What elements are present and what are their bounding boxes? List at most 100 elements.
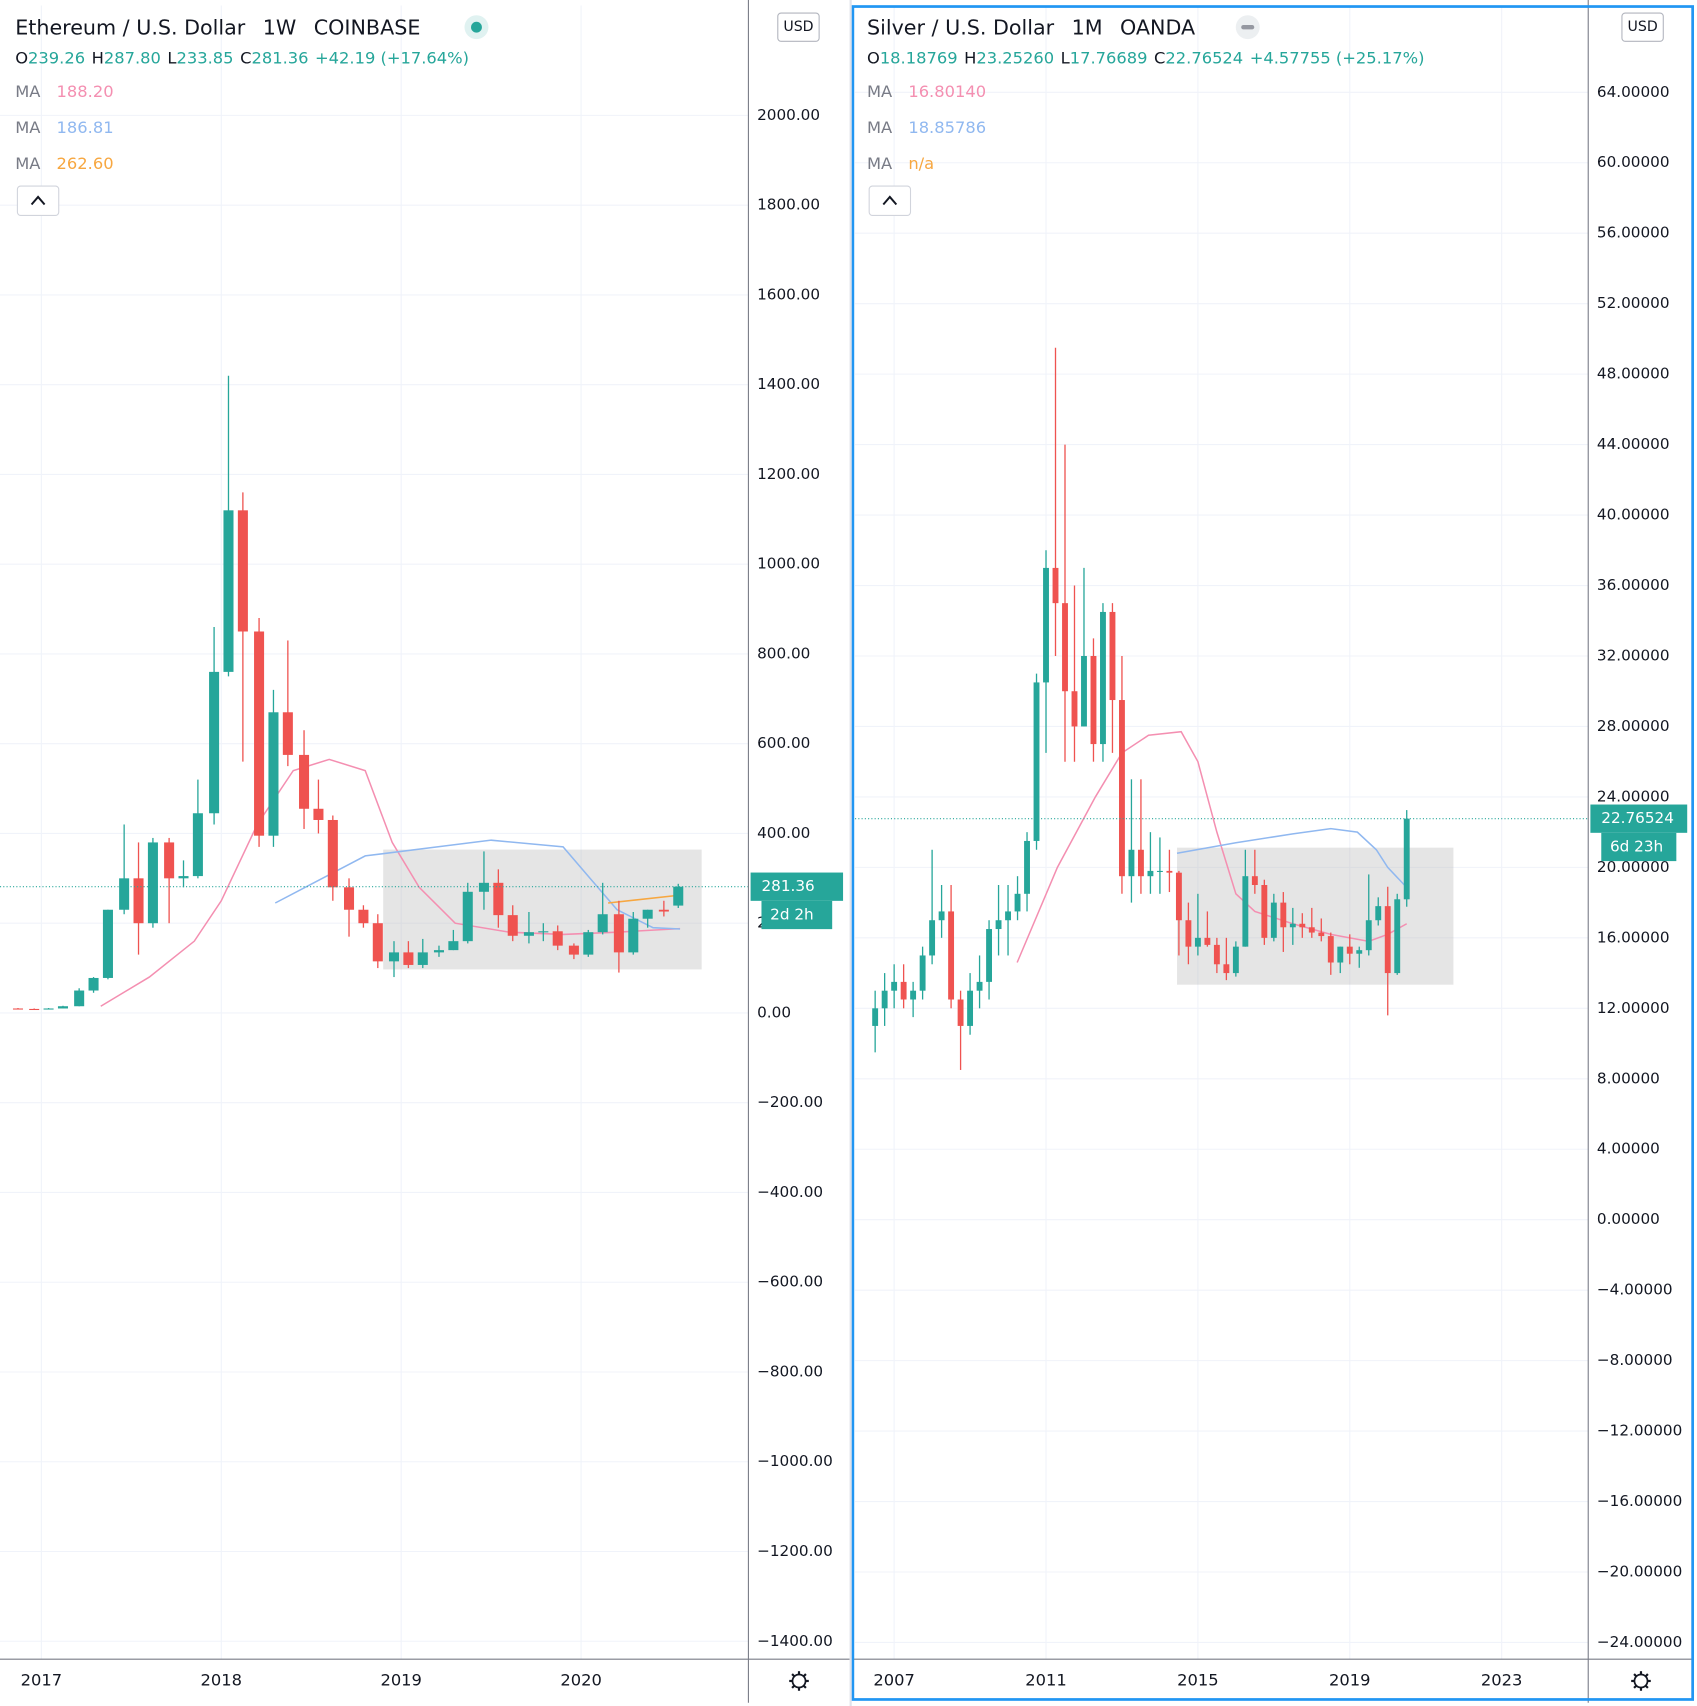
candle-body bbox=[1166, 870, 1173, 873]
ma-legend-value: 262.60 bbox=[57, 154, 114, 173]
candle-body bbox=[254, 631, 265, 836]
candle-body bbox=[929, 920, 936, 956]
y-tick-label: −400.00 bbox=[757, 1183, 823, 1201]
ohlc-key: L bbox=[1061, 48, 1070, 67]
candle-body bbox=[1403, 818, 1410, 900]
chart-exchange: OANDA bbox=[1120, 15, 1195, 39]
x-tick-label: 2023 bbox=[1481, 1670, 1522, 1689]
settings-icon-tooth bbox=[791, 1673, 796, 1678]
y-tick-label: −800.00 bbox=[757, 1362, 823, 1380]
candle-body bbox=[1175, 872, 1182, 921]
candle-body bbox=[1137, 849, 1144, 877]
ohlc-value: 287.80 bbox=[104, 48, 161, 67]
candle-body bbox=[1204, 937, 1211, 945]
candle-body bbox=[1156, 870, 1163, 872]
candle-body bbox=[133, 878, 144, 924]
candle-body bbox=[872, 1008, 879, 1026]
candle-body bbox=[552, 931, 563, 946]
x-tick-label: 2015 bbox=[1177, 1670, 1218, 1689]
y-tick-label: 1000.00 bbox=[757, 555, 820, 573]
candle-body bbox=[1213, 944, 1220, 965]
chart-exchange: COINBASE bbox=[314, 15, 421, 39]
currency-label[interactable]: USD bbox=[783, 19, 813, 35]
candle-body bbox=[1071, 691, 1078, 727]
y-tick-label: 4.00000 bbox=[1597, 1140, 1660, 1158]
candle-body bbox=[1394, 899, 1401, 974]
candle-body bbox=[372, 923, 383, 962]
y-tick-label: −1400.00 bbox=[757, 1632, 833, 1650]
candle-body bbox=[12, 1008, 24, 1010]
candle-body bbox=[976, 981, 983, 991]
candle-body bbox=[223, 510, 234, 672]
ma-legend-name: MA bbox=[15, 154, 41, 173]
ma-legend-value: 186.81 bbox=[57, 118, 114, 137]
range-box bbox=[383, 849, 702, 970]
settings-icon-tooth bbox=[1633, 1684, 1638, 1689]
candle-body bbox=[478, 882, 489, 892]
y-tick-label: 60.00000 bbox=[1597, 153, 1670, 171]
candle-body bbox=[462, 891, 473, 942]
y-tick-label: 40.00000 bbox=[1597, 506, 1670, 524]
x-tick-label: 2019 bbox=[1329, 1670, 1370, 1689]
candle-body bbox=[1327, 936, 1334, 963]
chart-header: Silver / U.S. Dollar 1M OANDA bbox=[867, 15, 1195, 39]
chart-interval: 1M bbox=[1072, 15, 1103, 39]
price-label: 281.36 bbox=[761, 877, 814, 895]
candle-body bbox=[1062, 603, 1068, 692]
candle-body bbox=[43, 1008, 54, 1010]
y-tick-label: −1000.00 bbox=[757, 1452, 833, 1470]
settings-icon-tooth bbox=[802, 1673, 807, 1678]
ohlc-key: C bbox=[1154, 48, 1165, 67]
candle-body bbox=[1251, 876, 1258, 885]
ohlc-value: 281.36 bbox=[251, 48, 308, 67]
candle-body bbox=[1270, 902, 1277, 938]
countdown-label: 6d 23h bbox=[1610, 837, 1663, 855]
candle-body bbox=[658, 909, 669, 912]
candle-body bbox=[57, 1006, 68, 1009]
candle-body bbox=[1081, 655, 1087, 727]
candle-body bbox=[1318, 932, 1325, 937]
y-tick-label: −200.00 bbox=[757, 1093, 823, 1111]
moving-average-line bbox=[608, 894, 681, 904]
currency-badge[interactable] bbox=[777, 12, 820, 42]
candle-body bbox=[1043, 567, 1049, 683]
y-tick-label: 0.00 bbox=[757, 1003, 791, 1021]
candle-body bbox=[178, 876, 189, 879]
ma-legend-name: MA bbox=[867, 118, 893, 137]
candle-body bbox=[388, 952, 400, 962]
chart-interval: 1W bbox=[263, 15, 297, 39]
chart-panel: −24.00000 −20.00000 −16.00000 −12.00000 −8.0… bbox=[851, 0, 1695, 1703]
moving-average-line bbox=[1016, 730, 1408, 963]
collapse-chevron bbox=[882, 195, 898, 206]
price-label: 22.76524 bbox=[1601, 809, 1674, 827]
candle-body bbox=[493, 882, 504, 916]
candle-body bbox=[1052, 567, 1059, 604]
y-tick-label: 24.00000 bbox=[1597, 787, 1670, 805]
x-tick-label: 2020 bbox=[560, 1670, 601, 1689]
candle-body bbox=[1223, 964, 1230, 974]
currency-badge[interactable] bbox=[1621, 12, 1664, 42]
y-tick-label: 8.00000 bbox=[1597, 1069, 1660, 1087]
y-tick-label: 32.00000 bbox=[1597, 646, 1670, 664]
collapse-button[interactable] bbox=[868, 185, 912, 216]
y-tick-label: 48.00000 bbox=[1597, 365, 1670, 383]
candle-body bbox=[417, 952, 428, 965]
candle-body bbox=[1308, 927, 1315, 933]
candle-body bbox=[1033, 682, 1040, 841]
y-tick-label: 1800.00 bbox=[757, 196, 820, 214]
y-tick-label: 0.00000 bbox=[1597, 1210, 1660, 1228]
countdown-bg bbox=[1601, 832, 1677, 862]
candle-body bbox=[1128, 849, 1135, 877]
y-tick-label: −16.00000 bbox=[1597, 1492, 1682, 1510]
y-tick-label: −24.00000 bbox=[1597, 1633, 1682, 1651]
collapse-button[interactable] bbox=[16, 185, 60, 216]
candle-body bbox=[938, 911, 945, 921]
candle-body bbox=[448, 941, 459, 951]
ohlc-key: O bbox=[15, 48, 28, 67]
y-tick-label: −20.00000 bbox=[1597, 1563, 1682, 1581]
currency-label[interactable]: USD bbox=[1628, 19, 1658, 35]
y-tick-label: −12.00000 bbox=[1597, 1422, 1682, 1440]
candle-body bbox=[967, 990, 974, 1026]
candle-body bbox=[299, 754, 310, 809]
y-tick-label: 20.00000 bbox=[1597, 858, 1670, 876]
